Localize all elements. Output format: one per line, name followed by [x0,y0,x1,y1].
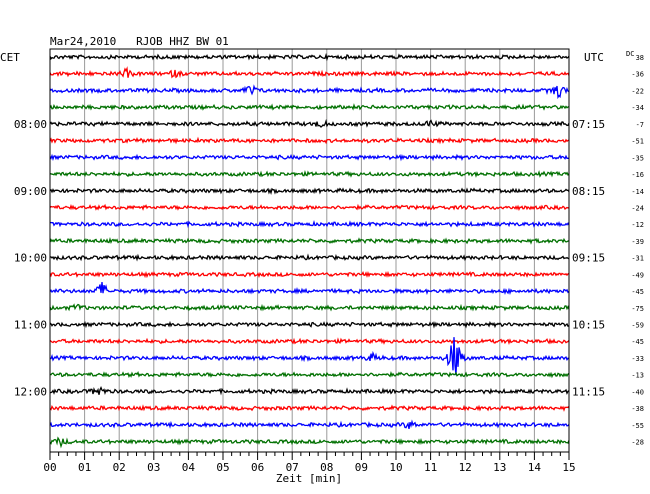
x-tick-label-02: 02 [113,461,126,474]
left-time-label-1000: 10:00 [14,252,47,265]
x-tick-label-00: 00 [43,461,56,474]
trace-20 [49,385,570,396]
dc-offset-12: -31 [631,255,644,263]
trace-14 [49,282,570,296]
dc-offset-22: -55 [631,422,644,430]
x-tick-label-11: 11 [424,461,437,474]
dc-offset-6: -35 [631,154,644,162]
x-tick-label-01: 01 [78,461,91,474]
x-tick-label-14: 14 [528,461,542,474]
trace-23 [49,436,570,449]
x-tick-label-13: 13 [493,461,506,474]
x-tick-label-04: 04 [182,461,196,474]
trace-6 [49,153,569,162]
dc-offset-21: -38 [631,405,644,413]
dc-offset-3: -34 [631,104,644,112]
dc-offset-labels: 38 -36 -22 -34 -7 -51 -35 -16 -14 -24 -12 -39 -31 -49… [631,54,644,447]
right-time-label-0915: 09:15 [572,252,605,265]
trace-7 [50,170,570,178]
x-tick-label-03: 03 [147,461,160,474]
trace-4 [49,118,570,128]
left-time-label-0800: 08:00 [14,118,47,131]
dc-offset-11: -39 [631,238,644,246]
dc-offset-5: -51 [631,138,644,146]
trace-10 [49,220,570,229]
dc-offset-13: -49 [631,271,644,279]
dc-offset-17: -45 [631,338,644,346]
dc-offset-10: -12 [631,221,644,229]
trace-3 [49,103,570,111]
trace-2 [49,84,570,100]
right-axis-label: UTC [584,51,604,64]
dc-offset-14: -45 [631,288,644,296]
x-tick-label-15: 15 [562,461,575,474]
trace-19 [49,370,570,379]
dc-offset-2: -22 [631,87,644,95]
dc-offset-19: -13 [631,372,644,380]
left-axis-label: CET [0,51,20,64]
dc-offset-7: -16 [631,171,644,179]
dc-offset-23: -28 [631,439,644,447]
x-axis-ticks: 00 01 02 03 04 05 06 07 08 09 10 11 12 13 14 15 [43,452,576,474]
dc-offset-0: 38 [636,54,644,62]
trace-group [49,52,570,449]
trace-8 [49,187,570,195]
dc-label: DC [626,50,634,58]
x-tick-label-12: 12 [459,461,472,474]
trace-15 [49,303,570,312]
left-time-label-0900: 09:00 [14,185,47,198]
right-time-label-0815: 08:15 [572,185,605,198]
x-axis-label: Zeit [min] [276,472,342,485]
x-tick-label-10: 10 [389,461,402,474]
trace-5 [49,136,570,145]
trace-18 [50,337,570,376]
x-tick-label-06: 06 [251,461,264,474]
dc-offset-9: -24 [631,204,644,212]
trace-16 [49,320,570,329]
trace-13 [49,270,570,279]
trace-1 [49,66,570,79]
dc-offset-15: -75 [631,305,644,313]
dc-offset-18: -33 [631,355,644,363]
dc-offset-8: -14 [631,188,644,196]
right-time-label-0715: 07:15 [572,118,605,131]
x-tick-label-08: 08 [320,461,333,474]
trace-22 [49,419,570,430]
trace-12 [49,253,570,262]
dc-offset-20: -40 [631,388,644,396]
dc-offset-1: -36 [631,71,644,79]
trace-11 [49,237,570,245]
trace-21 [49,404,570,412]
trace-0 [49,52,570,62]
grid-lines [84,49,535,452]
dc-offset-16: -59 [631,322,644,330]
right-time-labels: 07:15 08:15 09:15 10:15 11:15 [572,118,605,399]
x-tick-label-09: 09 [355,461,368,474]
left-time-labels: 08:00 09:00 10:00 11:00 12:00 [14,118,47,399]
right-time-label-1015: 10:15 [572,319,605,332]
left-time-label-1200: 12:00 [14,385,47,398]
chart-title: Mar24,2010 RJOB HHZ BW 01 [50,35,229,48]
left-time-label-1100: 11:00 [14,319,47,332]
x-tick-label-07: 07 [286,461,299,474]
x-tick-label-05: 05 [216,461,229,474]
dc-offset-4: -7 [636,121,644,129]
trace-9 [49,203,570,212]
trace-17 [49,337,570,346]
right-time-label-1115: 11:15 [572,385,605,398]
